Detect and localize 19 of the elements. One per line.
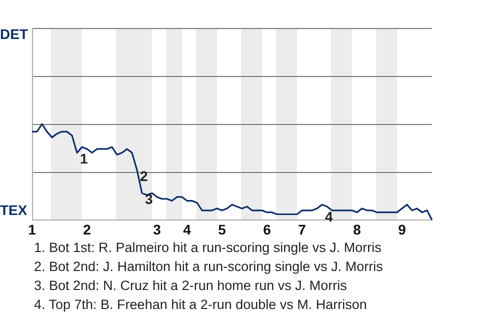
- annotation: 1: [80, 150, 88, 167]
- x-tick-label: 5: [218, 221, 226, 238]
- x-tick-label: 2: [83, 221, 92, 238]
- annotation: 3: [145, 190, 153, 207]
- annotation: 2: [140, 168, 148, 184]
- x-tick-label: 8: [353, 221, 362, 238]
- x-tick-label: 7: [298, 221, 306, 238]
- text: 3. Bot 2nd: N. Cruz hit a 2-run home run vs J. Morris: [34, 277, 348, 295]
- x-tick-label: 1: [28, 221, 36, 238]
- text: DET: [0, 26, 29, 42]
- x-tick-label: 3: [153, 221, 162, 238]
- annotation: 4: [325, 208, 333, 224]
- x-tick-label: 6: [263, 221, 272, 238]
- text: TEX: [0, 202, 28, 218]
- text: 1. Bot 1st: R. Palmeiro hit a run-scoring single vs J. Morris: [34, 239, 382, 257]
- x-tick-label: 9: [398, 221, 406, 238]
- text: 2. Bot 2nd: J. Hamilton hit a run-scoring single vs J. Morris: [34, 258, 383, 276]
- text: 4. Top 7th: B. Freehan hit a 2-run double vs M. Harrison: [34, 296, 368, 314]
- x-tick-label: 4: [183, 221, 192, 238]
